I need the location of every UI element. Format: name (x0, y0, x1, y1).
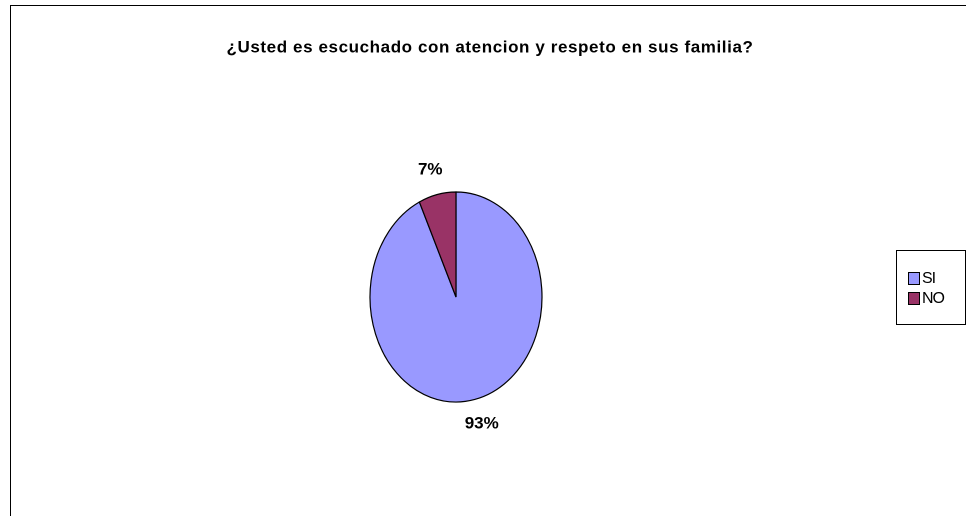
legend-label: NO (922, 290, 945, 307)
legend-label: SI (922, 270, 935, 287)
legend-swatch (908, 272, 920, 285)
legend-swatch (908, 292, 920, 305)
data-label: 93% (465, 413, 499, 432)
chart-title: ¿Usted es escuchado con atencion y respe… (226, 37, 753, 56)
pie-slice (418, 191, 457, 298)
data-label: 7% (418, 160, 443, 179)
legend-box (896, 250, 966, 325)
